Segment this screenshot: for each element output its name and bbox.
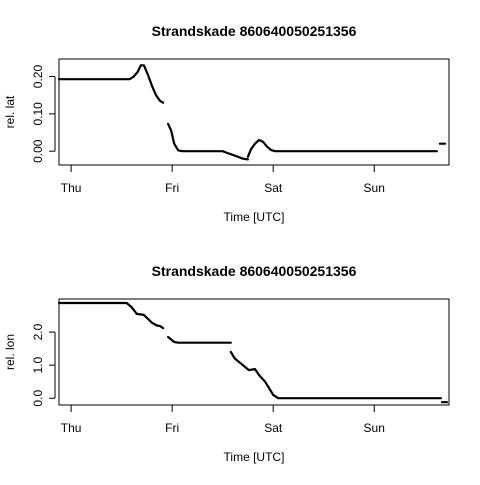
x-tick-label: Fri (165, 421, 179, 435)
x-axis-label-lat: Time [UTC] (224, 210, 285, 224)
x-tick-label: Thu (61, 181, 82, 195)
x-tick-label: Sat (264, 181, 283, 195)
series-segment (57, 64, 165, 104)
series-segment (57, 301, 165, 330)
chart-panel-lat: Strandskade 860640050251356 Thu Fri Sat Sun… (3, 23, 450, 224)
series-segment (246, 138, 438, 158)
y-tick-label: 1.0 (31, 356, 45, 373)
y-axis-label-lon: rel. lon (3, 334, 17, 370)
y-axis-lon: 0.0 1.0 2.0 (31, 323, 56, 407)
y-tick-label: 0.20 (31, 65, 45, 89)
x-axis-lat: Thu Fri Sat Sun (61, 165, 385, 195)
series-segment (229, 350, 442, 400)
x-axis-label-lon: Time [UTC] (224, 450, 285, 464)
y-tick-label: 0.10 (31, 102, 45, 126)
x-tick-label: Sat (264, 421, 283, 435)
y-tick-label: 2.0 (31, 323, 45, 340)
x-tick-label: Thu (61, 421, 82, 435)
y-tick-label: 0.0 (31, 390, 45, 407)
plot-frame-lat (58, 58, 450, 166)
x-tick-label: Fri (165, 181, 179, 195)
x-tick-label: Sun (364, 181, 385, 195)
series-lon (57, 301, 449, 404)
chart-title-lat: Strandskade 860640050251356 (152, 23, 357, 39)
x-tick-label: Sun (364, 421, 385, 435)
y-axis-lat: 0.00 0.10 0.20 (31, 65, 56, 163)
series-lat (57, 64, 447, 161)
series-segment (167, 122, 249, 161)
series-segment (167, 335, 232, 344)
chart-title-lon: Strandskade 860640050251356 (152, 263, 357, 279)
plot-frame-lon (58, 298, 450, 406)
x-axis-lon: Thu Fri Sat Sun (61, 405, 385, 435)
chart-panel-lon: Strandskade 860640050251356 Thu Fri Sat Sun… (3, 263, 450, 464)
y-tick-label: 0.00 (31, 139, 45, 163)
y-axis-label-lat: rel. lat (3, 95, 17, 128)
